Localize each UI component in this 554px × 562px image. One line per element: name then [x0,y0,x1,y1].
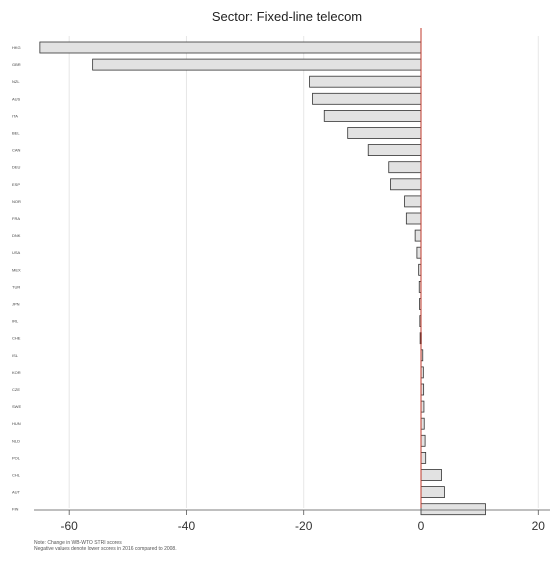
x-axis: -60 -40 -20 0 20 [34,509,550,533]
category-label-fra: FRA [12,216,20,221]
bar-fra [405,212,422,225]
x-tick-label: 20 [532,519,546,533]
category-label-bel: BEL [12,131,20,136]
chart-title: Sector: Fixed-line telecom [212,9,362,24]
bar-ita [323,110,422,122]
bar-nzl [309,75,422,88]
category-label-aus: AUS [12,96,21,101]
category-label-kor: KOR [12,370,21,375]
category-label-nld: NLD [12,438,20,443]
category-label-tur: TUR [12,284,20,289]
category-label-ita: ITA [12,113,18,118]
category-label-can: CAN [12,148,21,153]
category-label-irl: IRL [12,319,19,324]
category-label-esp: ESP [12,182,20,187]
x-tick-label: -20 [295,519,313,533]
bar-aus [312,92,422,105]
bar-can [367,144,422,157]
category-label-che: CHE [12,336,21,341]
category-label-nor: NOR [12,199,21,204]
bar-hkg [39,41,422,54]
category-label-chl: CHL [12,473,21,478]
x-tick-label: 0 [418,519,425,533]
category-label-usa: USA [12,250,21,255]
bar-chl [420,469,442,481]
note-line-2: Negative values denote lower scores in 2… [34,546,177,552]
category-label-hun: HUN [12,421,21,426]
bar-aut [420,486,445,499]
bar-nld [420,434,426,447]
bar-dnk [414,229,422,242]
category-label-hkg: HKG [12,45,21,50]
category-label-pol: POL [12,455,21,460]
category-label-isl: ISL [12,353,19,358]
category-label-jpn: JPN [12,302,20,307]
category-label-dnk: DNK [12,233,21,238]
bar-deu [388,161,422,174]
category-label-deu: DEU [12,165,21,170]
category-label-gbr: GBR [12,62,21,67]
category-label-swe: SWE [12,404,21,409]
category-label-fin: FIN [12,507,19,512]
x-tick-label: -40 [178,519,196,533]
bar-nor [404,195,422,208]
category-label-aut: AUT [12,490,21,495]
x-tick-label: -60 [61,519,79,533]
category-label-nzl: NZL [12,79,20,84]
bar-gbr [92,58,422,71]
category-label-cze: CZE [12,387,20,392]
category-labels: HKG GBR NZL AUS ITA BEL CAN DEU ESP NOR FRA DNK USA M… [12,45,21,512]
bar-bel [347,127,422,139]
bar-usa [416,246,422,259]
bar-fin [420,503,486,516]
chart-note: Note: Change in WB-WTO STRI scores Negat… [34,540,177,552]
bar-pol [420,451,427,464]
gridlines [68,36,539,508]
bar-esp [390,178,422,191]
bars [39,41,486,516]
note-line-1: Note: Change in WB-WTO STRI scores [34,540,122,546]
category-label-mex: MEX [12,267,21,272]
